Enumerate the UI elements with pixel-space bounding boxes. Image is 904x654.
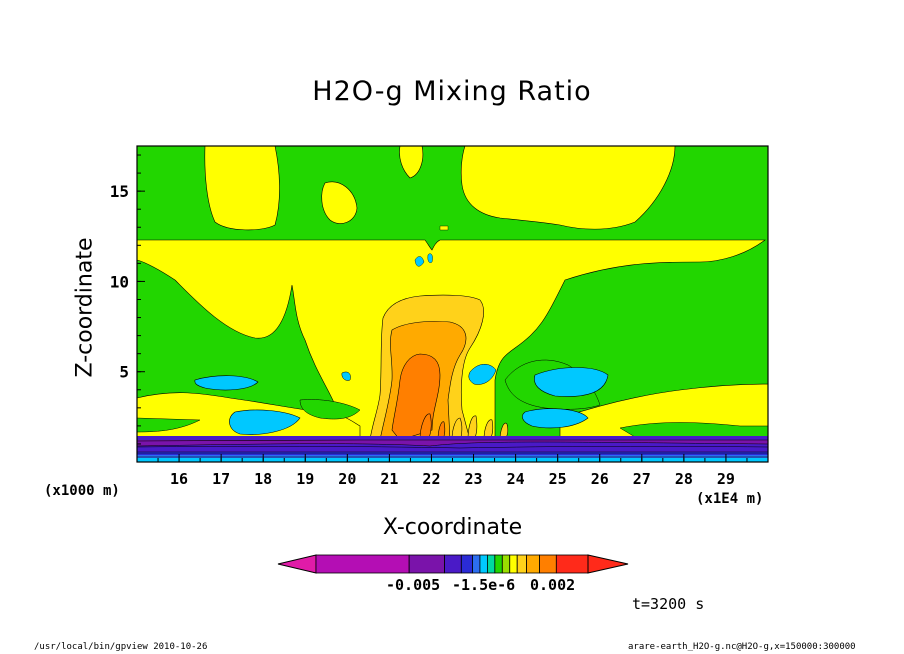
footer-left: /usr/local/bin/gpview 2010-10-26 bbox=[34, 642, 208, 652]
x-axis-label: X-coordinate bbox=[382, 515, 523, 540]
colorbar-right-arrow bbox=[587, 554, 629, 574]
x-tick-label: 29 bbox=[717, 470, 735, 488]
colorbar-segment bbox=[479, 554, 488, 574]
colorbar-segment bbox=[526, 554, 540, 574]
colorbar-segment bbox=[460, 554, 473, 574]
colorbar-segment bbox=[501, 554, 511, 574]
colorbar-segment bbox=[494, 554, 503, 574]
upper-blob-2 bbox=[321, 181, 358, 224]
x-tick-label: 22 bbox=[422, 470, 440, 488]
y-tick-label: 5 bbox=[119, 363, 129, 382]
colorbar-segment bbox=[509, 554, 518, 574]
upper-blob-3 bbox=[399, 146, 424, 179]
colorbar-label: -0.005 bbox=[386, 576, 441, 594]
x-tick-label: 26 bbox=[591, 470, 609, 488]
colorbar bbox=[277, 554, 629, 574]
x-tick-label: 16 bbox=[170, 470, 188, 488]
x-tick-label: 20 bbox=[338, 470, 356, 488]
cyan-blob-2 bbox=[229, 409, 301, 435]
colorbar-segment bbox=[408, 554, 445, 574]
colorbar-segment bbox=[472, 554, 481, 574]
x-tick-label: 28 bbox=[675, 470, 693, 488]
colorbar-segment bbox=[315, 554, 410, 574]
colorbar-left-arrow bbox=[277, 554, 317, 574]
chart-title: H2O-g Mixing Ratio bbox=[312, 76, 592, 107]
colorbar-segment bbox=[539, 554, 557, 574]
x-tick-label: 18 bbox=[254, 470, 272, 488]
x-tick-label: 24 bbox=[507, 470, 525, 488]
x-unit-left: (x1000 m) bbox=[44, 483, 120, 499]
cyan-blob-3 bbox=[534, 367, 609, 397]
cyan-blob-1 bbox=[194, 375, 259, 391]
contour-field bbox=[137, 146, 768, 462]
colorbar-label: 0.002 bbox=[530, 576, 576, 594]
y-axis-ticks: 5 10 15 bbox=[110, 154, 145, 463]
time-label: t=3200 s bbox=[632, 595, 705, 613]
colorbar-segment bbox=[444, 554, 462, 574]
x-tick-label: 25 bbox=[549, 470, 567, 488]
colorbar-segment bbox=[516, 554, 527, 574]
y-tick-label: 15 bbox=[110, 182, 129, 201]
x-unit-right: (x1E4 m) bbox=[696, 491, 764, 507]
cyan-blob-4 bbox=[522, 408, 589, 429]
colorbar-segment bbox=[486, 554, 496, 574]
upper-blob-4 bbox=[460, 146, 676, 230]
x-tick-label: 27 bbox=[633, 470, 651, 488]
colorbar-segment bbox=[555, 554, 589, 574]
x-tick-label: 17 bbox=[212, 470, 230, 488]
y-axis-label: Z-coordinate bbox=[72, 237, 98, 378]
x-tick-label: 23 bbox=[465, 470, 483, 488]
footer-right: arare-earth_H2O-g.nc@H2O-g,x=150000:3000… bbox=[628, 642, 856, 652]
y-tick-label: 10 bbox=[110, 272, 129, 291]
colorbar-label: -1.5e-6 bbox=[452, 576, 516, 594]
x-tick-label: 19 bbox=[296, 470, 314, 488]
upper-blob-1 bbox=[204, 146, 280, 231]
x-axis-ticks: 16 17 18 19 20 21 22 23 24 25 26 27 28 29 bbox=[136, 454, 769, 488]
x-tick-label: 21 bbox=[380, 470, 398, 488]
